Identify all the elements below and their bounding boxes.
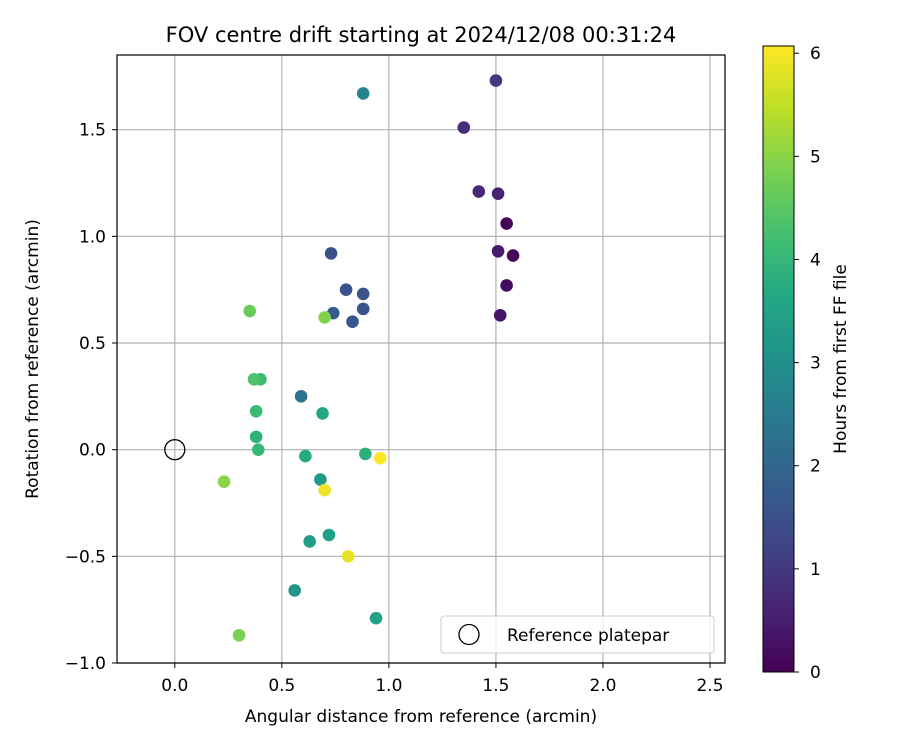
data-point [318, 483, 331, 497]
data-point [346, 315, 359, 328]
data-point [251, 443, 265, 456]
x-tick-label: 2.5 [696, 676, 723, 696]
data-point [288, 584, 301, 597]
x-tick-label: 0.5 [268, 676, 295, 696]
colorbar-tick-label: 2 [810, 457, 821, 477]
grid [117, 55, 725, 664]
data-point [217, 475, 231, 488]
legend-box [440, 615, 715, 654]
colorbar-tick-label: 4 [810, 250, 821, 270]
plot-frame [116, 54, 726, 664]
x-tick-label: 1.0 [375, 676, 402, 696]
x-axis-ticks: 0.0 0.5 1.0 1.5 2.0 2.5 [161, 663, 724, 696]
data-point [341, 550, 355, 563]
legend: Reference platepar [440, 615, 715, 654]
plot-background [117, 55, 725, 663]
data-point [299, 449, 312, 463]
data-point [249, 404, 263, 418]
data-point [374, 451, 387, 465]
x-tick-label: 0.0 [161, 676, 188, 696]
reference-marker-group [164, 439, 186, 461]
data-point [356, 87, 370, 100]
data-point [506, 249, 520, 262]
y-tick-label: −1.0 [65, 654, 106, 674]
x-axis-label: Angular distance from reference (arcmin) [245, 707, 597, 727]
colorbar-tick-label: 1 [810, 560, 821, 580]
data-point [500, 279, 513, 292]
data-point [232, 628, 246, 642]
data-points [217, 74, 520, 642]
colorbar-tick-label: 5 [810, 147, 821, 167]
chart-title: FOV centre drift starting at 2024/12/08 … [166, 23, 677, 47]
colorbar-tick-label: 6 [810, 44, 821, 64]
y-tick-label: 1.0 [79, 227, 106, 247]
x-tick-label: 2.0 [589, 676, 616, 696]
y-tick-label: −0.5 [65, 547, 106, 567]
y-tick-label: 0.0 [79, 441, 106, 461]
data-point [472, 185, 486, 198]
y-tick-label: 0.5 [79, 334, 106, 354]
colorbar-tick-label: 3 [810, 354, 821, 374]
data-point [294, 390, 308, 403]
colorbar-label: Hours from first FF file [831, 264, 851, 454]
colorbar-tick-label: 0 [810, 663, 821, 683]
y-tick-label: 1.5 [79, 121, 106, 141]
data-point [318, 311, 331, 324]
data-point [359, 447, 372, 461]
data-point [247, 372, 261, 386]
data-point [489, 74, 503, 87]
data-point [491, 244, 505, 258]
y-axis-label: Rotation from reference (arcmin) [23, 219, 43, 499]
data-point [249, 430, 263, 444]
data-point [356, 287, 370, 301]
legend-reference-marker [458, 623, 480, 646]
data-point [316, 407, 329, 420]
colorbar-ticks: 0 1 2 3 4 5 6 [794, 44, 821, 683]
y-axis-ticks: −1.0 −0.5 0.0 0.5 1.0 1.5 [65, 121, 117, 674]
data-point [314, 473, 327, 486]
x-tick-label: 1.5 [482, 676, 509, 696]
colorbar: 0 1 2 3 4 5 6 Hours from first FF file [762, 44, 851, 683]
data-point [324, 247, 338, 260]
data-point [356, 302, 370, 316]
data-point [493, 308, 507, 322]
data-point [500, 217, 513, 230]
data-point [491, 187, 505, 200]
legend-label-reference: Reference platepar [507, 626, 669, 646]
data-point [457, 121, 471, 134]
data-point [339, 283, 353, 296]
reference-marker [164, 439, 186, 461]
data-point [303, 535, 316, 548]
data-point [322, 528, 336, 542]
colorbar-gradient [762, 45, 795, 673]
plot-area: 0.0 0.5 1.0 1.5 2.0 2.5 −1.0 −0.5 0.0 0.5 1.0 1.5 [65, 54, 726, 696]
data-point [369, 611, 383, 625]
data-point [243, 304, 257, 318]
